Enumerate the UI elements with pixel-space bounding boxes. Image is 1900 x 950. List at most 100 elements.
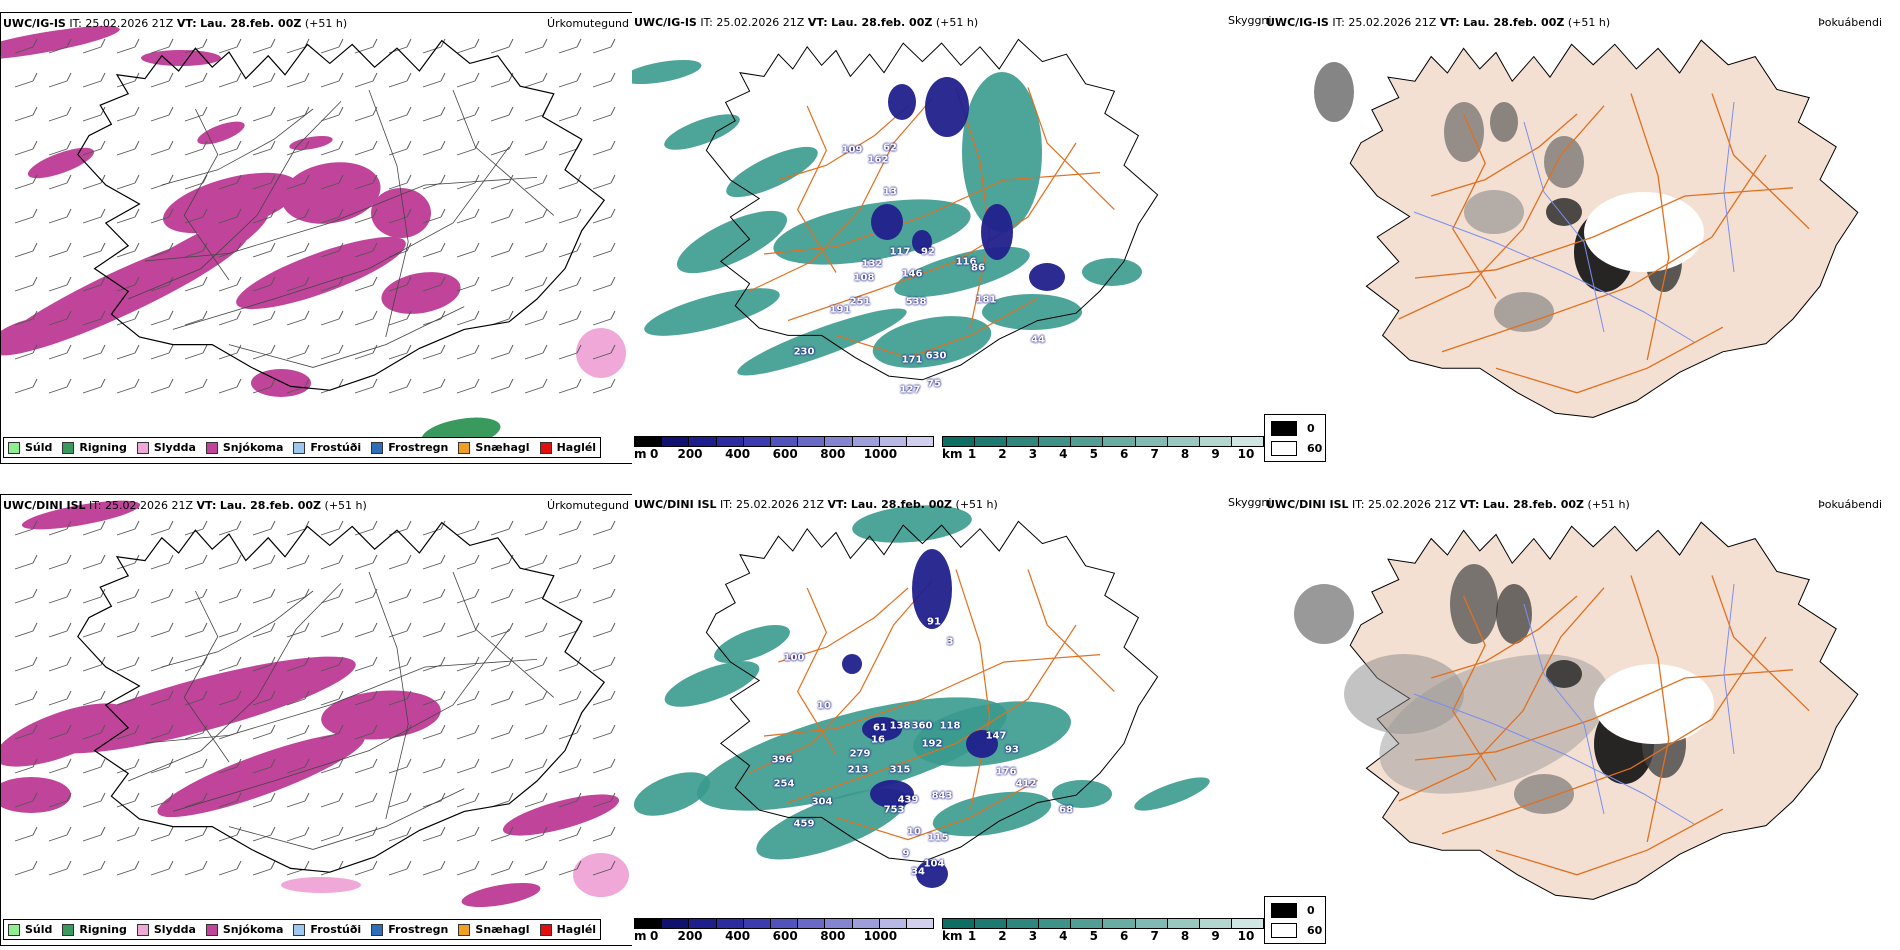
- precip-map-ig: [1, 25, 626, 449]
- ceiling-label: 104: [923, 858, 945, 870]
- colorbar-tick-label: 4: [1059, 929, 1068, 943]
- legend-label: Snæhagl: [475, 923, 530, 936]
- ceiling-label: 108: [853, 272, 875, 284]
- colorbar-tick-label: 2: [998, 929, 1007, 943]
- legend-label: Haglél: [556, 441, 597, 454]
- ceiling-label: 171: [901, 354, 923, 366]
- legend-item: Slydda: [136, 441, 196, 454]
- colorbar-tick-label: 3: [1028, 447, 1038, 461]
- ceiling-label: 93: [1005, 744, 1019, 756]
- legend-label: Rigning: [79, 923, 127, 936]
- colorbar-tick-label: 800: [820, 447, 846, 461]
- colorbar-cell: [1231, 919, 1263, 928]
- colorbar-cell: [798, 919, 826, 928]
- ceiling-label: 68: [1059, 804, 1073, 816]
- legend-swatch: [293, 923, 306, 936]
- panel-label: Skyggni: [1228, 14, 1272, 27]
- legend-swatch: [539, 923, 552, 936]
- legend-swatch: [371, 441, 384, 454]
- precip-map-dini: [1, 500, 629, 908]
- fog-legend-box: 0 60: [1264, 896, 1326, 944]
- legend-item: Haglél: [539, 923, 596, 936]
- precip-type-panel-ig: UWC/IG-IS IT: 25.02.2026 21Z VT: Lau. 28…: [0, 12, 634, 464]
- colorbar-strip: [942, 436, 1264, 447]
- ceiling-label: 360: [911, 720, 933, 732]
- legend-item: Frostregn: [371, 923, 448, 936]
- colorbar-cell: [852, 919, 880, 928]
- ceiling-label: 115: [927, 832, 949, 844]
- legend-swatch: [62, 923, 75, 936]
- legend-swatch: [458, 923, 471, 936]
- fog-legend-label: 0: [1307, 422, 1315, 435]
- legend-item: Snjókoma: [205, 923, 283, 936]
- colorbar-tick-label: 200: [677, 447, 703, 461]
- ceiling-label: 9: [902, 848, 910, 860]
- fog-legend-row: 0: [1271, 421, 1315, 436]
- legend-swatch: [136, 923, 149, 936]
- colorbar-cell: [743, 437, 771, 446]
- fog-map-ig: [1314, 39, 1859, 418]
- ceiling-label: 34: [911, 866, 925, 878]
- colorbar-strip: [634, 918, 934, 929]
- ceiling-colorbar: m 0 200 400 600 800 1000: [634, 436, 936, 464]
- colorbar-cell: [662, 437, 690, 446]
- legend-swatch: [205, 923, 218, 936]
- colorbar-tick-label: 1000: [863, 929, 898, 943]
- ceiling-label: 109: [841, 144, 863, 156]
- colorbar-cell: [1199, 919, 1232, 928]
- legend-swatch: [136, 441, 149, 454]
- legend-swatch: [62, 441, 75, 454]
- ceiling-label: 75: [927, 378, 941, 390]
- panel-label: Þokuábendi: [1818, 498, 1882, 511]
- ceiling-label: 92: [921, 246, 935, 258]
- fog-swatch: [1271, 923, 1297, 938]
- colorbar-tick-label: 0: [650, 929, 659, 943]
- ceiling-label: 279: [849, 748, 871, 760]
- ceiling-label: 191: [829, 304, 851, 316]
- panel-title: UWC/DINI ISL IT: 25.02.2026 21Z VT: Lau.…: [3, 499, 367, 512]
- colorbar-cell: [635, 437, 663, 446]
- legend-label: Snjókoma: [222, 441, 284, 454]
- legend-label: Súld: [25, 923, 53, 936]
- ceiling-label: 538: [905, 296, 927, 308]
- colorbar-cell: [1039, 437, 1072, 446]
- legend-item: Súld: [8, 441, 52, 454]
- colorbar-tick-label: 10: [1237, 929, 1255, 943]
- colorbar-tick-label: 9: [1211, 447, 1220, 461]
- legend-label: Frostregn: [388, 923, 449, 936]
- legend-item: Snæhagl: [458, 441, 530, 454]
- colorbar-tick-label: 7: [1150, 447, 1159, 461]
- fog-swatch: [1271, 441, 1297, 456]
- legend-swatch: [293, 441, 306, 454]
- ceiling-label: 116: [955, 256, 977, 268]
- colorbar-cell: [1007, 919, 1040, 928]
- ceiling-label: 91: [927, 616, 941, 628]
- colorbar-tick-label: 8: [1180, 929, 1190, 943]
- ceiling-label: 843: [931, 790, 953, 802]
- colorbar-cell: [770, 919, 799, 928]
- legend-item: Frostregn: [371, 441, 448, 454]
- fog-legend-row: 0: [1271, 903, 1315, 918]
- ceiling-label: 753: [883, 804, 905, 816]
- ceiling-label: 118: [939, 720, 961, 732]
- panel-title: UWC/IG-IS IT: 25.02.2026 21Z VT: Lau. 28…: [634, 16, 979, 29]
- panel-label: Þokuábendi: [1818, 16, 1882, 29]
- colorbar-cell: [1135, 437, 1168, 446]
- colorbar-cell: [943, 437, 976, 446]
- legend-label: Slydda: [153, 441, 196, 454]
- fog-swatch: [1271, 421, 1297, 436]
- colorbar-cell: [635, 919, 663, 928]
- ceiling-label: 10: [907, 826, 921, 838]
- colorbar-tick-label: 400: [725, 929, 751, 943]
- ceiling-label: 146: [901, 268, 923, 280]
- ceiling-label: 192: [921, 738, 943, 750]
- ceiling-label: 147: [985, 730, 1007, 742]
- colorbar-strip: [634, 436, 934, 447]
- legend-item: Frostúði: [293, 441, 361, 454]
- ceiling-label: 10: [817, 700, 831, 712]
- colorbar-tick-label: 400: [725, 447, 751, 461]
- legend-item: Snæhagl: [458, 923, 530, 936]
- visibility-panel-ig: UWC/IG-IS IT: 25.02.2026 21Z VT: Lau. 28…: [632, 12, 1332, 464]
- colorbar-cell: [906, 437, 934, 446]
- colorbar-cell: [716, 919, 744, 928]
